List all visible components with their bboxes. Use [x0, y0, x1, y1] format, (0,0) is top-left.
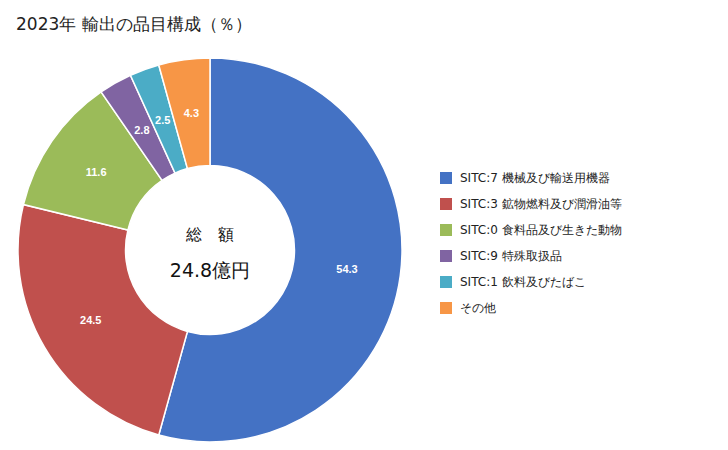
legend-label: その他	[460, 301, 496, 315]
data-label: 2.8	[134, 124, 149, 136]
slices	[18, 58, 402, 442]
data-label: 24.5	[80, 314, 101, 326]
legend-swatch	[440, 198, 452, 210]
center-label: 24.8億円	[170, 259, 250, 281]
center-label: 総 額	[185, 225, 234, 244]
legend-swatch	[440, 302, 452, 314]
legend-swatch	[440, 224, 452, 236]
legend-label: SITC:0 食料品及び生きた動物	[460, 223, 622, 237]
legend-swatch	[440, 276, 452, 288]
legend: SITC:7 機械及び輸送用機器 SITC:3 鉱物燃料及び潤滑油等 SITC:0 …	[440, 171, 622, 315]
title: 2023年 輸出の品目構成（％）	[16, 14, 252, 34]
legend-label: SITC:1 飲料及びたばこ	[460, 275, 586, 289]
slice	[18, 205, 187, 435]
legend-label: SITC:9 特殊取扱品	[460, 249, 562, 263]
data-label: 54.3	[336, 263, 357, 275]
data-label: 11.6	[86, 166, 107, 178]
legend-swatch	[440, 172, 452, 184]
data-label: 4.3	[184, 107, 199, 119]
legend-swatch	[440, 250, 452, 262]
legend-label: SITC:7 機械及び輸送用機器	[460, 171, 610, 185]
legend-label: SITC:3 鉱物燃料及び潤滑油等	[460, 197, 622, 211]
data-labels: 54.3 24.5 11.6 2.8 2.5 4.3	[80, 107, 358, 326]
slice	[159, 58, 402, 442]
data-label: 2.5	[155, 114, 170, 126]
chart: 2023年 輸出の品目構成（％） 54.3 24.5 11.6 2.8 2.5 4.3 総 額…	[0, 0, 728, 450]
